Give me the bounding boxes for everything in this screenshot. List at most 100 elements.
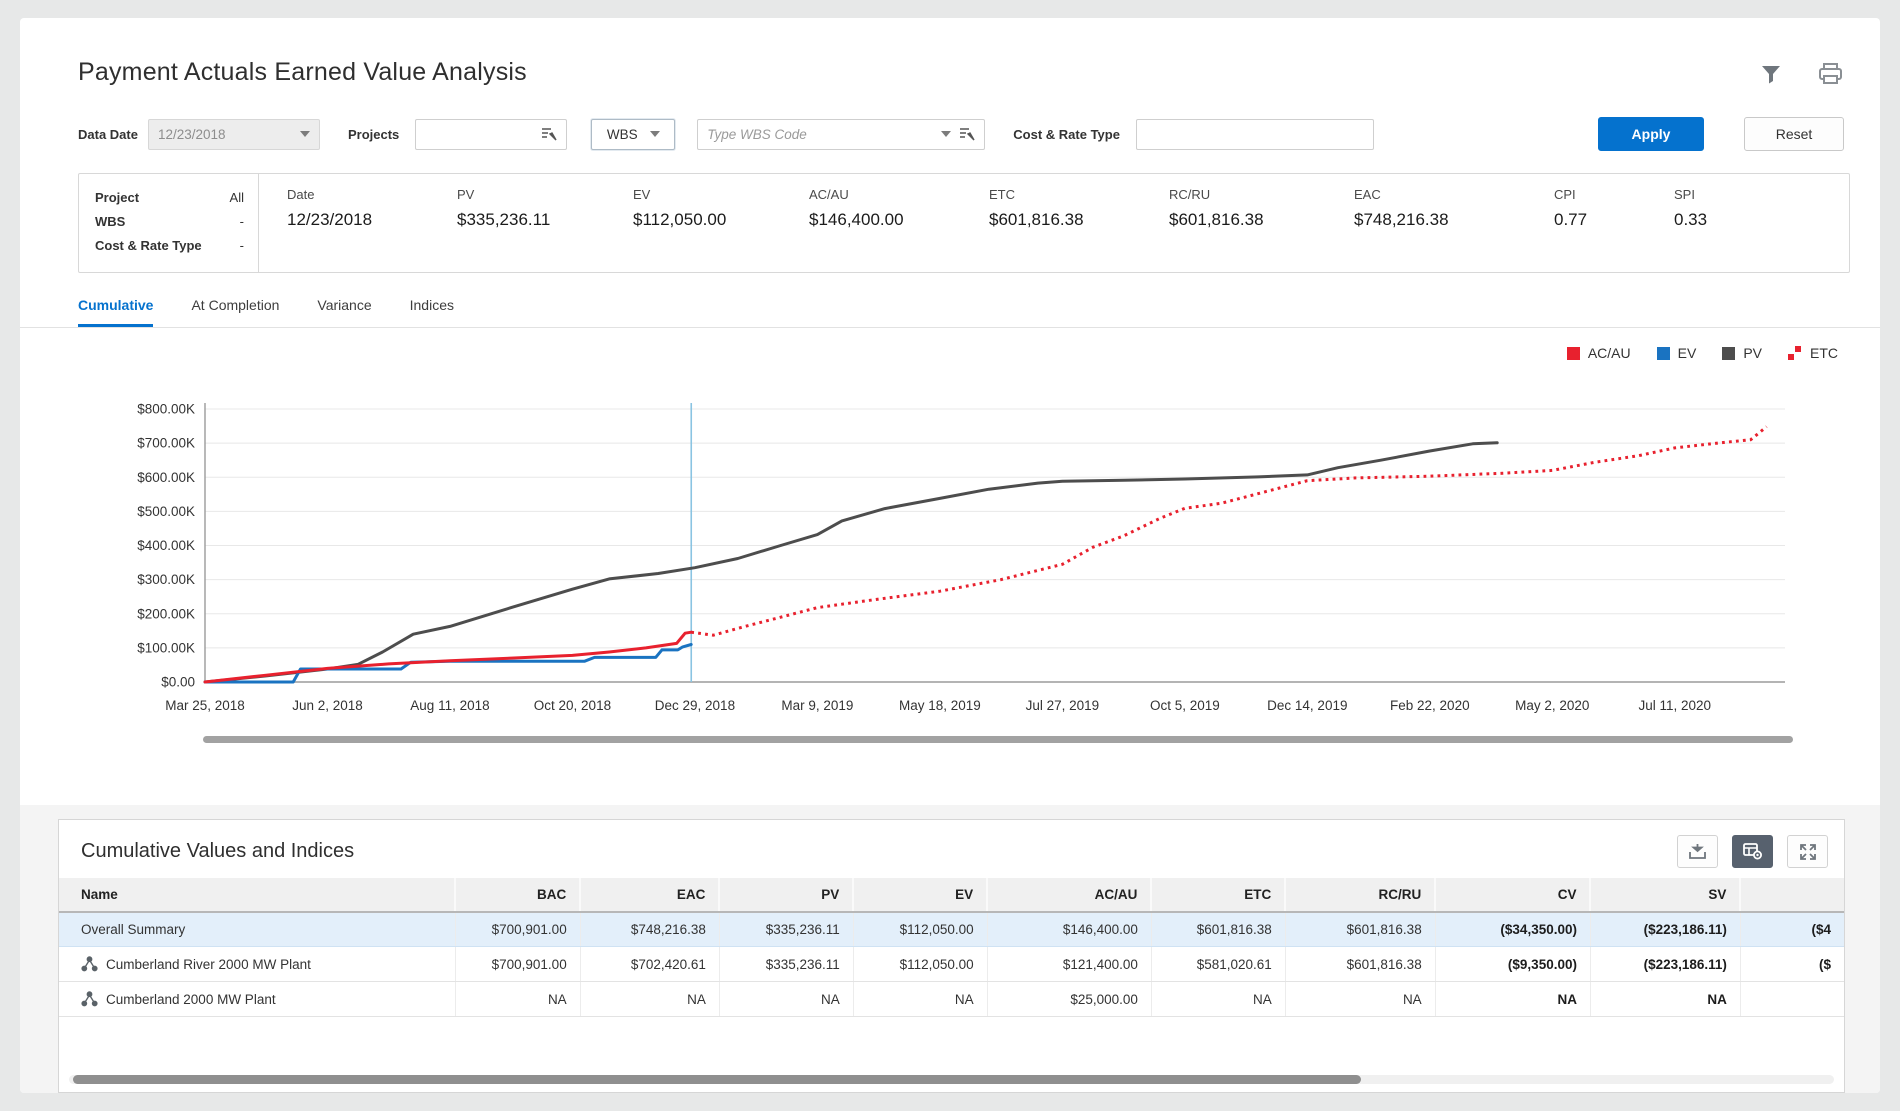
tab-indices[interactable]: Indices	[409, 297, 454, 313]
metric-value: $112,050.00	[633, 210, 727, 229]
page-header: Payment Actuals Earned Value Analysis	[20, 18, 1880, 91]
apply-button[interactable]: Apply	[1598, 117, 1704, 151]
cell-etc: $601,816.38	[1150, 912, 1286, 947]
x-axis-tick-label: Oct 20, 2018	[534, 698, 611, 713]
picker-icon[interactable]	[959, 127, 975, 141]
cell-pv: $335,236.11	[718, 912, 854, 947]
data-date-value: 12/23/2018	[157, 126, 226, 142]
x-axis-tick-label: Jul 27, 2019	[1026, 698, 1100, 713]
cell-bac: $700,901.00	[454, 912, 581, 947]
metric-value: $146,400.00	[809, 210, 904, 229]
tab-at-completion[interactable]: At Completion	[191, 297, 280, 313]
scope-value: All	[229, 190, 244, 205]
y-axis-tick-label: $500.00K	[137, 504, 195, 519]
column-header-etc: ETC	[1150, 878, 1286, 913]
metric-date: Date 12/23/2018	[287, 187, 457, 272]
chart-svg: $800.00K $700.00K $600.00K $500.00K $400.00K…	[137, 402, 1793, 743]
tab-variance[interactable]: Variance	[317, 297, 372, 313]
wbs-select[interactable]: WBS	[591, 118, 676, 150]
reset-button[interactable]: Reset	[1744, 117, 1844, 151]
y-axis-tick-label: $100.00K	[137, 640, 195, 655]
chevron-down-icon	[649, 131, 660, 137]
cell-ev: $112,050.00	[852, 912, 988, 947]
cost-rate-type-input[interactable]	[1135, 118, 1374, 150]
table-settings-button[interactable]	[1732, 835, 1773, 868]
metric-value: $601,816.38	[989, 210, 1084, 229]
metric-value: 0.77	[1554, 210, 1588, 229]
cell-overflow: ($	[1739, 946, 1844, 982]
x-axis-tick-label: Feb 22, 2020	[1390, 698, 1470, 713]
tab-cumulative[interactable]: Cumulative	[78, 297, 154, 327]
cell-ac-au: $146,400.00	[986, 912, 1152, 947]
table-row-overall-summary[interactable]: Overall Summary $700,901.00 $748,216.38 $33…	[59, 912, 1844, 947]
table-header-row: Name BAC EAC PV EV AC/AU ETC RC/RU CV SV	[59, 878, 1844, 913]
metric-cpi: CPI 0.77	[1554, 187, 1674, 272]
legend-item-ev: EV	[1656, 345, 1697, 361]
x-axis-tick-label: Dec 14, 2019	[1267, 698, 1347, 713]
table-row-cumberland-2000-mw-plant[interactable]: Cumberland 2000 MW Plant NA NA NA NA $25,000.…	[59, 981, 1844, 1017]
cell-ev: $112,050.00	[852, 946, 988, 982]
column-header-name: Name	[59, 878, 456, 913]
cell-cv: ($34,350.00)	[1434, 912, 1591, 947]
column-header-rc-ru: RC/RU	[1284, 878, 1436, 913]
expand-button[interactable]	[1787, 835, 1828, 868]
metric-ac-au: AC/AU $146,400.00	[809, 187, 989, 272]
picker-icon[interactable]	[541, 127, 557, 141]
cell-name: Cumberland 2000 MW Plant	[59, 981, 456, 1017]
series-line-ev	[203, 643, 693, 684]
y-axis-tick-label: $300.00K	[137, 572, 195, 587]
export-download-button[interactable]	[1677, 835, 1718, 868]
evm-chart: AC/AU EV PV ETC $800.00K $700.00K $600.00K $50…	[60, 338, 1860, 761]
print-icon[interactable]	[1817, 62, 1844, 91]
horizontal-scrollbar-thumb[interactable]	[73, 1075, 1362, 1084]
tab-bar: Cumulative At Completion Variance Indices	[20, 273, 1880, 328]
metric-label: RC/RU	[1169, 187, 1211, 202]
cell-pv: $335,236.11	[718, 946, 854, 982]
wbs-code-input[interactable]: Type WBS Code	[697, 118, 986, 150]
table-row-cumberland-river-2000-mw-plant[interactable]: Cumberland River 2000 MW Plant $700,901.0…	[59, 946, 1844, 982]
column-header-blank	[1739, 878, 1844, 913]
data-date-select[interactable]: 12/23/2018	[147, 118, 320, 150]
cell-overflow	[1739, 981, 1844, 1017]
bottom-panel-area: Cumulative Values and Indices	[20, 805, 1880, 1093]
column-header-sv: SV	[1589, 878, 1741, 913]
x-axis-tick-label: Jul 11, 2020	[1638, 698, 1711, 713]
cell-sv: NA	[1589, 981, 1741, 1017]
cell-rc-ru: $601,816.38	[1284, 946, 1436, 982]
cell-ac-au: $121,400.00	[986, 946, 1152, 982]
column-header-ev: EV	[852, 878, 988, 913]
y-axis-tick-label: $200.00K	[137, 606, 195, 621]
metric-label: AC/AU	[809, 187, 849, 202]
legend-label: EV	[1677, 345, 1697, 361]
filter-funnel-icon[interactable]	[1759, 62, 1783, 91]
wbs-code-placeholder: Type WBS Code	[707, 126, 807, 142]
summary-metrics: Date 12/23/2018 PV $335,236.11 EV $112,050.00…	[259, 174, 1849, 272]
cell-overflow: ($4	[1739, 912, 1844, 947]
projects-input[interactable]	[415, 118, 568, 150]
y-axis-tick-label: $400.00K	[137, 538, 195, 553]
column-header-pv: PV	[718, 878, 854, 913]
metric-label: CPI	[1554, 187, 1576, 202]
expand-icon	[1799, 843, 1816, 860]
chevron-down-icon	[299, 131, 310, 137]
projects-label: Projects	[347, 126, 400, 142]
row-name: Overall Summary	[81, 922, 186, 937]
horizontal-scrollbar-track[interactable]	[69, 1075, 1834, 1084]
cell-etc: NA	[1150, 981, 1286, 1017]
legend-item-ac-au: AC/AU	[1566, 345, 1631, 361]
column-header-bac: BAC	[454, 878, 581, 913]
legend-swatch	[1566, 346, 1580, 360]
summary-scope-project: Project All	[95, 186, 244, 210]
metric-rc-ru: RC/RU $601,816.38	[1169, 187, 1354, 272]
chart-legend: AC/AU EV PV ETC	[60, 338, 1860, 364]
metric-label: Date	[287, 187, 315, 202]
summary-scope-wbs: WBS -	[95, 210, 244, 234]
series-line-etc	[690, 425, 1768, 637]
x-axis-tick-label: Oct 5, 2019	[1150, 698, 1220, 713]
filter-bar: Data Date 12/23/2018 Projects WBS Type W…	[20, 91, 1880, 151]
scope-label: WBS	[95, 214, 126, 229]
metric-eac: EAC $748,216.38	[1354, 187, 1554, 272]
metric-label: EV	[633, 187, 651, 202]
chart-scrollbar[interactable]	[203, 736, 1793, 743]
x-axis-tick-label: May 2, 2020	[1515, 698, 1589, 713]
